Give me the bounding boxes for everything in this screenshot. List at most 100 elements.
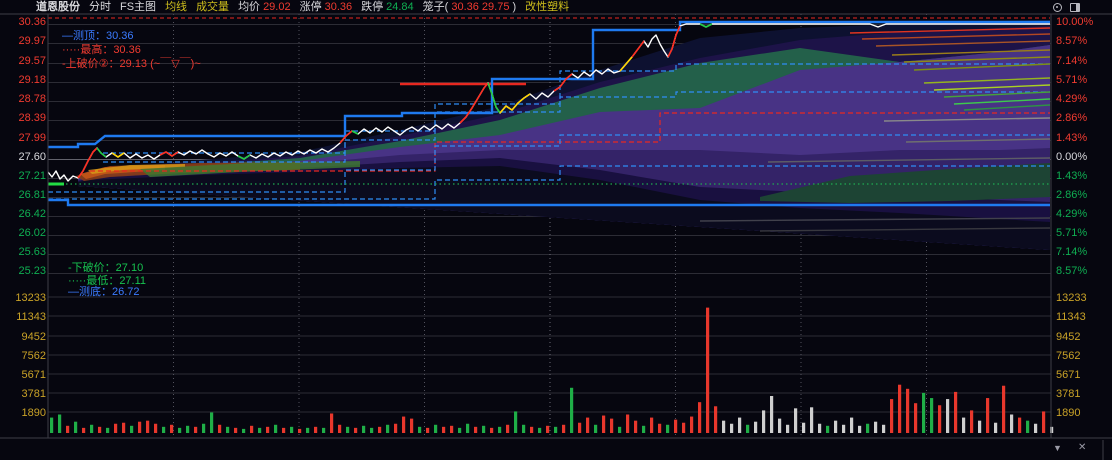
volume-bar — [250, 425, 254, 433]
volume-bar — [874, 421, 878, 433]
collapse-pane-icon[interactable]: ▼ — [1053, 443, 1062, 453]
tab-ma[interactable]: 均线 — [165, 1, 188, 13]
volume-bar — [410, 418, 414, 433]
volume-bar — [1034, 423, 1038, 433]
industry-tag[interactable]: 改性塑料 — [525, 1, 570, 13]
volume-bar — [290, 426, 294, 433]
volume-bar — [714, 406, 718, 433]
volume-bar — [194, 426, 198, 433]
volume-bar — [834, 420, 838, 433]
cage-dash-4 — [48, 165, 1050, 200]
volume-bar — [746, 424, 750, 433]
indicator-band — [78, 166, 1050, 250]
tab-fs-main-chart[interactable]: FS主图 — [120, 1, 157, 13]
volume-bar — [386, 424, 390, 433]
volume-bar — [362, 425, 366, 433]
volume-bar — [994, 422, 998, 433]
volume-bar — [730, 423, 734, 433]
volume-bar — [850, 417, 854, 433]
cage-dash-2 — [103, 91, 1050, 163]
chart-lens-icon[interactable] — [1053, 3, 1063, 12]
volume-bar — [530, 426, 534, 433]
volume-bar — [610, 418, 614, 433]
volume-bar — [626, 414, 630, 433]
volume-bar — [770, 396, 774, 433]
volume-bar — [122, 422, 126, 433]
avg-price-label: 均价 — [238, 1, 261, 13]
volume-bar — [794, 408, 798, 433]
ma-line-tail — [943, 91, 1051, 98]
price-line-segment — [339, 130, 353, 144]
volume-bar — [474, 426, 478, 433]
volume-bar — [634, 420, 638, 433]
ma-line-tail — [923, 77, 1051, 84]
volume-bar — [914, 403, 918, 433]
volume-bar — [106, 427, 110, 433]
stock-name[interactable]: 道恩股份 — [36, 1, 80, 13]
ma-line-tail — [849, 27, 1051, 34]
volume-bar — [1018, 417, 1022, 433]
volume-bar — [1010, 414, 1014, 433]
volume-bar — [946, 399, 950, 433]
volume-bar — [114, 423, 118, 433]
volume-bar — [1002, 385, 1006, 433]
volume-bar — [922, 392, 926, 433]
volume-bar — [802, 422, 806, 433]
limit-up-label: 涨停 — [299, 1, 322, 13]
volume-bar — [402, 416, 406, 433]
ma-line-tail — [875, 40, 1051, 47]
volume-bar — [258, 427, 262, 433]
volume-bar — [938, 405, 942, 433]
panel-toggle-icon[interactable] — [1070, 3, 1080, 12]
volume-bar — [962, 417, 966, 433]
ma-line-tail — [905, 138, 1051, 143]
price-line-segment — [459, 82, 489, 124]
price-line-segment — [351, 130, 359, 135]
volume-bar — [594, 424, 598, 433]
volume-bar — [906, 388, 910, 433]
volume-bar — [162, 426, 166, 433]
volume-bar — [1042, 411, 1046, 433]
volume-bar — [450, 425, 454, 433]
volume-bar — [82, 427, 86, 433]
volume-bar — [674, 419, 678, 433]
volume-bar — [130, 425, 134, 433]
volume-bar — [650, 417, 654, 433]
volume-bar — [498, 426, 502, 433]
volume-bar — [74, 421, 78, 433]
volume-bar — [314, 426, 318, 433]
volume-bar — [378, 426, 382, 433]
volume-bar — [146, 420, 150, 433]
close-pane-icon[interactable]: ✕ — [1078, 442, 1087, 453]
volume-bar — [354, 427, 358, 433]
volume-bar — [90, 424, 94, 433]
volume-bar — [178, 427, 182, 433]
volume-bar — [242, 428, 246, 433]
volume-bar — [858, 425, 862, 433]
volume-bar — [954, 391, 958, 433]
ma-line-tail — [953, 98, 1051, 105]
volume-bar — [570, 387, 574, 433]
volume-bar — [882, 424, 886, 433]
volume-bar — [298, 428, 302, 433]
toolbar: 道恩股份 分时 FS主图 均线 成交量 均价 29.02 涨停 30.36 跌停 24… — [0, 0, 1112, 15]
price-line-segment — [699, 23, 713, 28]
high-step-dashed — [90, 112, 1050, 172]
volume-bar — [434, 424, 438, 433]
tab-volume[interactable]: 成交量 — [196, 1, 230, 13]
volume-bar — [546, 425, 550, 433]
volume-bar — [98, 426, 102, 433]
price-line-segment — [487, 82, 501, 114]
volume-bar — [322, 427, 326, 433]
volume-bar — [986, 398, 990, 433]
volume-bar — [154, 423, 158, 433]
volume-bar — [506, 424, 510, 433]
volume-bar — [330, 413, 334, 433]
tab-intraday[interactable]: 分时 — [89, 1, 111, 13]
volume-bar — [306, 427, 310, 433]
volume-bar — [338, 424, 342, 433]
limit-up-value: 30.36 — [324, 1, 353, 13]
price-line-segment — [667, 25, 681, 58]
